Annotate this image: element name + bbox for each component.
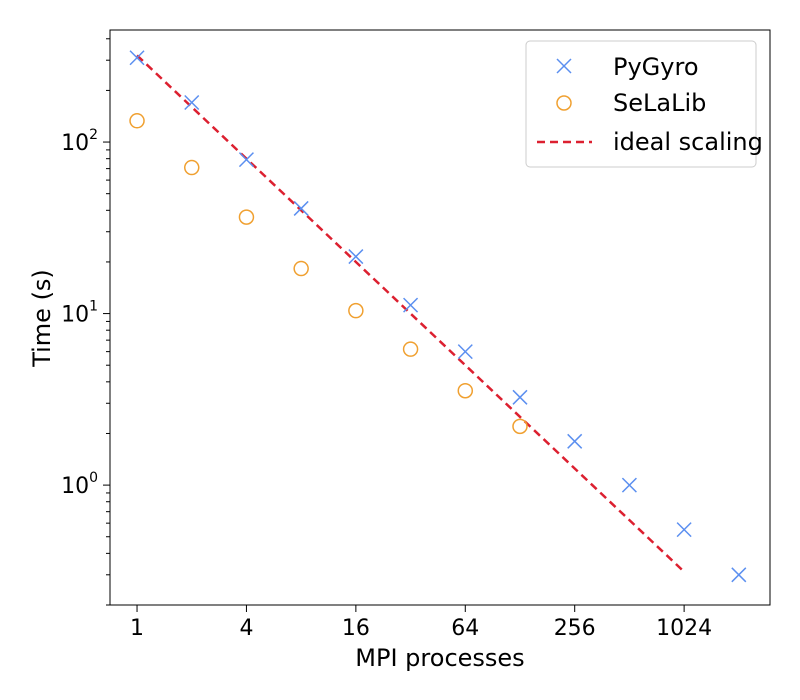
y-axis-label: Time (s) — [28, 269, 56, 368]
legend-label-selalib: SeLaLib — [613, 89, 706, 117]
pygyro-point — [512, 389, 528, 405]
pygyro-point — [129, 50, 145, 66]
pygyro-point — [731, 567, 747, 583]
plot-frame — [109, 29, 771, 606]
legend-circle-marker — [556, 95, 572, 111]
legend-box — [525, 40, 757, 168]
pygyro-point — [676, 522, 692, 538]
selalib-point — [512, 418, 528, 435]
x-tick-label: 1 — [130, 616, 144, 641]
pygyro-point — [621, 477, 637, 493]
y-tick-label: 100 — [61, 470, 98, 499]
legend-label-ideal-scaling: ideal scaling — [613, 128, 763, 156]
pygyro-point — [403, 297, 419, 313]
y-tick-label-exponent: 1 — [89, 299, 98, 315]
selalib-point — [238, 209, 255, 225]
pygyro-point — [567, 433, 583, 449]
legend-entry-ideal-scaling: ideal scaling — [537, 128, 763, 156]
selalib-point — [402, 341, 419, 357]
y-tick-label: 102 — [61, 127, 98, 156]
legend-marker-selalib — [556, 95, 572, 111]
legend-entry-pygyro: PyGyro — [556, 53, 699, 81]
y-tick-label-base: 10 — [61, 303, 89, 328]
selalib-point — [348, 302, 364, 319]
y-tick-label-exponent: 2 — [89, 127, 98, 143]
legend: PyGyro SeLaLib ideal scaling — [525, 40, 763, 168]
legend-entry-selalib: SeLaLib — [556, 89, 706, 117]
legend-marker-pygyro — [556, 58, 572, 74]
pygyro-point — [457, 344, 473, 360]
pygyro-point — [184, 94, 200, 111]
y-tick-label-base: 10 — [61, 474, 89, 499]
selalib-point — [183, 159, 200, 176]
x-tick-label: 64 — [451, 616, 479, 641]
pygyro-point — [293, 200, 309, 216]
legend-label-pygyro: PyGyro — [613, 53, 699, 81]
x-tick-label: 4 — [239, 616, 253, 641]
pygyro-point — [348, 249, 364, 265]
x-tick-label: 16 — [342, 616, 370, 641]
ideal-scaling-line — [136, 54, 685, 573]
y-tick-label-base: 10 — [61, 131, 89, 156]
pygyro-point — [238, 152, 254, 168]
x-axis-label: MPI processes — [355, 644, 524, 672]
chart-marks — [129, 50, 747, 583]
selalib-point — [293, 260, 309, 277]
selalib-point — [457, 382, 474, 399]
selalib-point — [129, 113, 145, 129]
x-tick-label: 1024 — [656, 616, 712, 641]
y-tick-label-exponent: 0 — [89, 470, 98, 486]
y-tick-label: 101 — [61, 299, 98, 328]
legend-x-marker — [556, 58, 572, 74]
x-tick-label: 256 — [554, 616, 596, 641]
